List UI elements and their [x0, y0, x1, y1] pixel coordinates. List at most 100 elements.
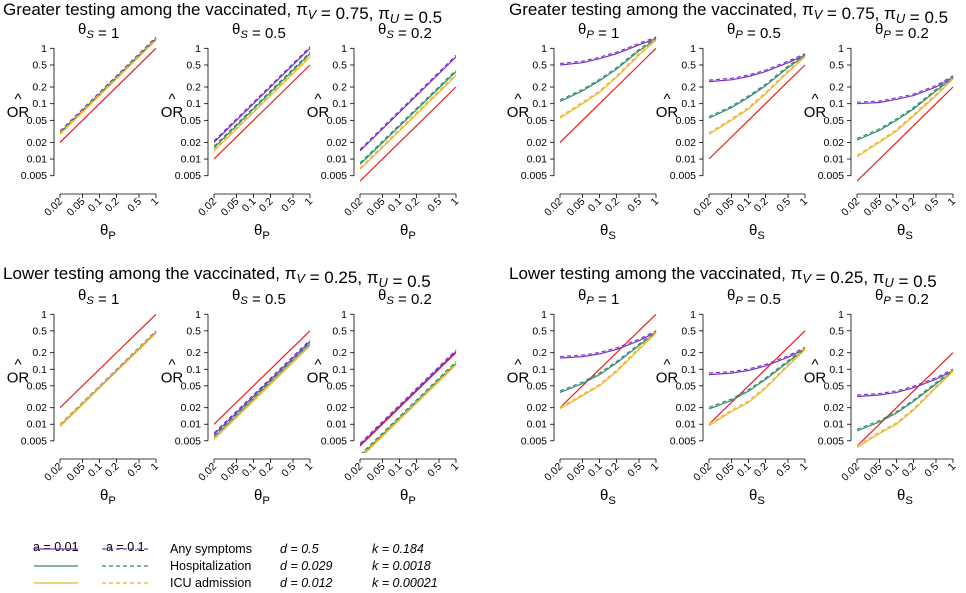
- series-reference: [214, 64, 311, 160]
- series-icu-admission-dashed: [709, 54, 806, 134]
- y-tick-label: 0.005: [670, 435, 696, 447]
- x-tick-label: 0.1: [386, 196, 405, 215]
- panel-title: θP = 0.2: [875, 287, 929, 308]
- y-tick-label: 0.005: [21, 435, 47, 447]
- y-axis-label: OR: [307, 104, 330, 121]
- series-reference: [560, 47, 657, 143]
- x-tick-label: 0.1: [735, 196, 754, 215]
- x-tick-label: 0.5: [279, 196, 298, 215]
- y-axis-label: OR: [656, 370, 679, 387]
- series-any-symptoms-dashed: [214, 46, 311, 142]
- x-tick-label: 0.5: [922, 461, 941, 480]
- x-tick-label: 0.2: [752, 461, 771, 480]
- y-tick-label: 1: [838, 309, 844, 321]
- y-tick-label: 1: [690, 43, 696, 55]
- panel-title: θP = 0.5: [727, 287, 781, 308]
- series-group: [360, 349, 457, 453]
- y-tick-label: 1: [541, 43, 547, 55]
- y-tick-label: 1: [41, 309, 47, 321]
- x-tick-label: 1: [449, 196, 462, 209]
- x-axis-label: θS: [600, 222, 616, 242]
- x-tick-label: 0.5: [125, 461, 144, 480]
- y-tick-label: 0.005: [321, 435, 347, 447]
- y-tick-label: 0.005: [818, 170, 844, 182]
- y-tick-label: 0.005: [21, 170, 47, 182]
- series-icu-admission-dashed: [60, 331, 157, 426]
- series-hospitalization: [360, 71, 457, 165]
- series-icu-admission: [214, 56, 311, 152]
- y-tick-label: 0.01: [527, 154, 548, 166]
- series-reference: [560, 313, 657, 409]
- legend-label: ICU admission: [170, 576, 251, 590]
- x-tick-label: 0.05: [565, 461, 588, 484]
- x-tick-label: 0.1: [240, 461, 259, 480]
- x-tick-label: 0.1: [883, 461, 902, 480]
- series-group: [214, 330, 311, 440]
- y-axis-label: OR: [161, 370, 184, 387]
- series-hospitalization-dashed: [709, 53, 806, 118]
- series-icu-admission-dashed: [857, 77, 954, 156]
- x-tick-label: 0.05: [219, 461, 242, 484]
- y-tick-label: 0.2: [681, 347, 696, 359]
- series-any-symptoms: [709, 348, 806, 376]
- y-tick-label: 0.2: [681, 82, 696, 94]
- x-tick-label: 0.05: [65, 461, 88, 484]
- x-tick-label: 0.02: [342, 196, 365, 219]
- y-tick-label: 0.1: [829, 98, 844, 110]
- y-tick-label: 0.2: [32, 82, 47, 94]
- series-any-symptoms: [360, 56, 457, 152]
- y-tick-label: 1: [541, 309, 547, 321]
- series-group: [857, 75, 954, 182]
- x-tick-label: 0.05: [365, 461, 388, 484]
- legend-k: k = 0.0018: [372, 559, 431, 573]
- series-hospitalization-dashed: [214, 51, 311, 147]
- series-icu-admission: [857, 371, 954, 448]
- y-tick-label: 0.5: [829, 59, 844, 71]
- y-tick-label: 0.01: [327, 419, 348, 431]
- panel-title: θP = 1: [578, 287, 619, 308]
- y-tick-label: 0.1: [32, 98, 47, 110]
- y-tick-label: 0.01: [181, 419, 202, 431]
- series-icu-admission: [364, 364, 457, 453]
- series-icu-admission: [709, 349, 806, 427]
- series-group: [60, 36, 157, 143]
- y-tick-label: 0.2: [532, 82, 547, 94]
- x-tick-label: 0.5: [279, 461, 298, 480]
- series-any-symptoms: [560, 38, 657, 66]
- x-tick-label: 0.05: [365, 196, 388, 219]
- x-tick-label: 0.5: [425, 461, 444, 480]
- y-tick-label: 0.02: [527, 137, 548, 149]
- y-tick-label: 0.05: [327, 380, 348, 392]
- x-tick-label: 0.05: [565, 196, 588, 219]
- series-icu-admission-dashed: [214, 344, 311, 439]
- y-tick-label: 0.2: [332, 82, 347, 94]
- y-tick-label: 0.1: [32, 364, 47, 376]
- series-icu-admission: [214, 345, 311, 440]
- y-axis-label: OR: [507, 370, 530, 387]
- x-tick-label: 0.5: [774, 461, 793, 480]
- series-any-symptoms: [560, 331, 657, 359]
- y-tick-label: 0.005: [521, 435, 547, 447]
- x-tick-label: 0.2: [403, 196, 422, 215]
- series-reference: [214, 330, 311, 425]
- x-tick-label: 0.1: [86, 196, 105, 215]
- series-icu-admission: [60, 39, 157, 135]
- series-icu-admission: [857, 78, 954, 158]
- series-group: [560, 313, 657, 410]
- series-icu-admission-dashed: [709, 347, 806, 425]
- series-any-symptoms-dashed: [857, 75, 954, 103]
- y-tick-label: 0.05: [676, 115, 697, 127]
- y-tick-label: 0.5: [532, 59, 547, 71]
- y-tick-label: 0.01: [676, 154, 697, 166]
- x-axis-label: θP: [254, 487, 270, 507]
- x-tick-label: 0.1: [386, 461, 405, 480]
- y-tick-label: 0.005: [175, 170, 201, 182]
- legend-d: d = 0.5: [280, 542, 319, 556]
- y-axis-label: OR: [507, 104, 530, 121]
- y-tick-label: 0.02: [824, 402, 845, 414]
- series-any-symptoms: [214, 341, 311, 435]
- x-tick-label: 0.1: [586, 461, 605, 480]
- y-tick-label: 0.05: [181, 380, 202, 392]
- series-any-symptoms: [857, 76, 954, 105]
